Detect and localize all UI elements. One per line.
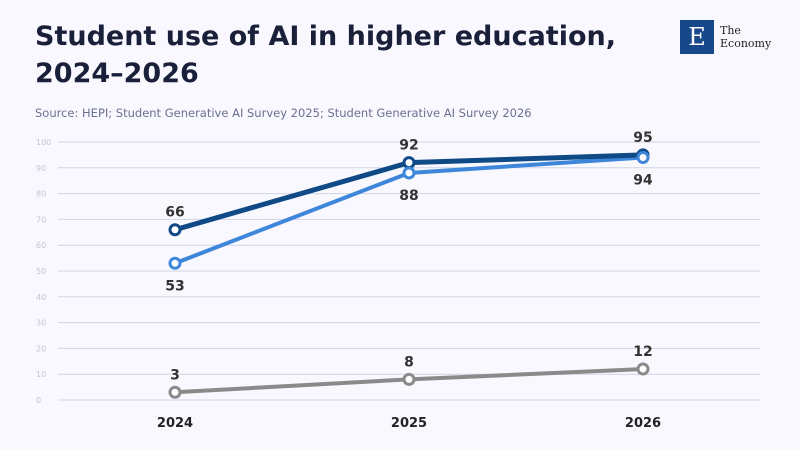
data-point bbox=[402, 166, 416, 180]
y-tick-label: 30 bbox=[36, 319, 46, 328]
data-label: 66 bbox=[165, 205, 184, 221]
logo-text: The Economy bbox=[720, 24, 772, 50]
y-tick-label: 0 bbox=[36, 396, 41, 405]
data-label: 12 bbox=[633, 344, 652, 360]
data-point bbox=[402, 156, 416, 170]
y-tick-label: 90 bbox=[36, 164, 46, 173]
x-tick-label: 2025 bbox=[391, 416, 427, 431]
y-tick-label: 40 bbox=[36, 293, 46, 302]
data-label: 95 bbox=[633, 130, 652, 146]
y-tick-label: 10 bbox=[36, 370, 46, 379]
data-point bbox=[168, 223, 182, 237]
data-label: 92 bbox=[399, 138, 418, 154]
logo-mark: E bbox=[680, 20, 714, 54]
y-tick-label: 70 bbox=[36, 215, 46, 224]
x-tick-label: 2024 bbox=[157, 416, 193, 431]
y-tick-label: 100 bbox=[36, 138, 51, 147]
data-label: 3 bbox=[170, 367, 180, 383]
source-note: Source: HEPI; Student Generative AI Surv… bbox=[35, 106, 532, 120]
data-point bbox=[636, 150, 650, 164]
x-tick-label: 2026 bbox=[625, 416, 661, 431]
data-point bbox=[168, 256, 182, 270]
y-tick-label: 80 bbox=[36, 190, 46, 199]
data-label: 53 bbox=[165, 278, 184, 294]
data-point bbox=[636, 362, 650, 376]
logo: E The Economy bbox=[680, 20, 771, 54]
y-tick-label: 50 bbox=[36, 267, 46, 276]
y-tick-label: 60 bbox=[36, 241, 46, 250]
data-label: 94 bbox=[633, 172, 653, 188]
data-point bbox=[168, 385, 182, 399]
data-label: 8 bbox=[404, 354, 414, 370]
data-label: 88 bbox=[399, 188, 418, 204]
y-tick-label: 20 bbox=[36, 344, 46, 353]
data-point bbox=[402, 372, 416, 386]
chart-title: Student use of AI in higher education, 2… bbox=[35, 21, 616, 89]
